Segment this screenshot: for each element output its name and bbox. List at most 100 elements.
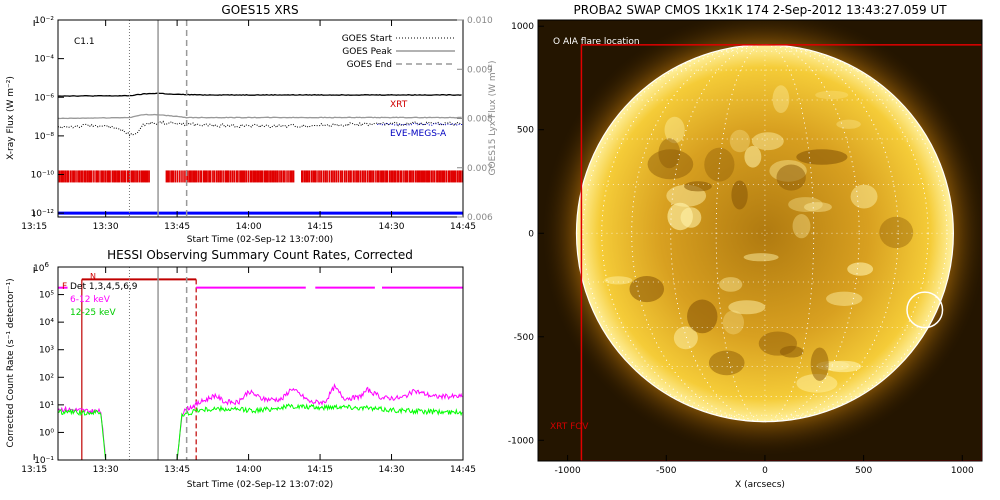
goes-series-line	[58, 113, 462, 120]
hessi-legend-12-25: 12-25 keV	[70, 308, 116, 318]
swap-dark-region	[731, 180, 748, 210]
swap-dark-region	[879, 216, 914, 249]
goes-panel: GOES15 XRS 13:15 13:30 13:45 14:00 14:15 14:3…	[6, 3, 498, 245]
goes-ytick-right-label: 0.007	[467, 164, 493, 174]
hessi-flag-n: N	[90, 272, 96, 281]
hessi-plot-area	[58, 267, 463, 460]
hessi-title: HESSI Observing Summary Count Rates, Cor…	[107, 248, 413, 262]
swap-panel: PROBA2 SWAP CMOS 1Kx1K 174 2-Sep-2012 13…	[508, 3, 983, 490]
swap-xlabel: X (arcsecs)	[735, 480, 785, 490]
goes-xlabel: Start Time (02-Sep-12 13:07:00)	[187, 235, 333, 245]
hessi-flag-f: F	[62, 282, 67, 292]
swap-active-region	[604, 276, 633, 285]
swap-dark-region	[687, 299, 718, 334]
swap-dark-region	[776, 164, 806, 191]
hessi-xtick-label: 13:30	[93, 465, 119, 475]
hessi-ytick-label: 10⁴	[39, 318, 54, 328]
swap-image	[538, 20, 982, 461]
swap-active-region	[667, 202, 693, 231]
swap-active-region	[744, 145, 762, 168]
hessi-series-line	[58, 383, 463, 460]
swap-axes: -1000 -500 0 500 1000 1000 500 0 -500 -1000	[508, 22, 974, 476]
swap-dark-region	[629, 276, 665, 303]
goes-ytick-label: 10⁻⁶	[34, 93, 54, 103]
swap-frame	[537, 19, 983, 462]
goes-xtick-label: 13:15	[21, 222, 47, 232]
goes-xtick-label: 14:00	[236, 222, 262, 232]
swap-active-region	[743, 253, 779, 262]
goes-ytick-label: 10⁻⁴	[34, 55, 54, 65]
swap-active-region	[792, 214, 811, 239]
swap-dark-region	[810, 347, 829, 381]
hessi-series-line	[58, 403, 463, 460]
swap-xtick-label: 1000	[951, 466, 974, 476]
swap-active-region	[673, 326, 698, 350]
goes-xtick-label: 14:45	[450, 222, 476, 232]
swap-active-region	[722, 310, 745, 335]
hessi-axes: 13:15 13:30 13:45 14:00 14:15 14:30 14:45 10⁵ 10…	[21, 267, 476, 475]
swap-longitude-line	[582, 44, 948, 423]
swap-title: PROBA2 SWAP CMOS 1Kx1K 174 2-Sep-2012 13…	[573, 3, 947, 17]
goes-xtick-label: 14:30	[379, 222, 405, 232]
swap-longitude-line	[601, 44, 929, 423]
swap-longitude-line	[715, 44, 815, 423]
goes-axes: 13:15 13:30 13:45 14:00 14:15 14:30 14:45 10⁻² 1…	[21, 16, 493, 232]
goes-frame	[57, 19, 464, 218]
hessi-ytick-label: 10²	[39, 373, 54, 383]
swap-longitude-line	[670, 44, 860, 423]
hessi-frame	[57, 266, 464, 461]
swap-aia-label: O AIA flare location	[553, 37, 640, 47]
goes-legend-end: GOES End	[347, 60, 392, 70]
goes-ytick-right-label: 0.009	[467, 65, 493, 75]
swap-dark-region	[758, 331, 798, 356]
swap-ytick-label: 0	[528, 229, 534, 239]
goes-series-line	[58, 92, 462, 97]
swap-dark-region	[684, 181, 712, 192]
swap-active-region	[847, 262, 874, 276]
goes-legend-start: GOES Start	[342, 34, 393, 44]
hessi-xtick-label: 14:00	[236, 465, 262, 475]
goes-ytick-label: 10⁻¹²	[31, 209, 55, 219]
goes-plot-area	[58, 20, 463, 217]
hessi-ytick-label: 10³	[39, 346, 54, 356]
hessi-xtick-label: 14:45	[450, 465, 476, 475]
swap-dark-region	[647, 149, 694, 180]
swap-active-region	[804, 202, 832, 213]
goes-legend: GOES Start GOES Peak GOES End	[342, 34, 455, 70]
swap-solar-disk	[576, 44, 954, 422]
goes-title: GOES15 XRS	[221, 3, 298, 17]
swap-ytick-label: 1000	[511, 22, 534, 32]
goes-eve-label: EVE-MEGS-A	[390, 129, 447, 139]
hessi-ytick-label: 10⁵	[39, 291, 54, 301]
goes-eve-line	[377, 122, 463, 126]
swap-active-region	[836, 119, 861, 129]
swap-active-region	[772, 85, 790, 114]
hessi-xtick-label: 13:45	[164, 465, 190, 475]
swap-ytick-label: 500	[517, 126, 534, 136]
swap-active-region	[751, 132, 784, 151]
swap-active-region	[729, 129, 750, 153]
swap-xrt-fov	[580, 44, 982, 461]
swap-xrt-label: XRT FOV	[550, 422, 589, 432]
swap-dark-region	[796, 149, 848, 165]
swap-image-content	[542, 20, 982, 461]
swap-active-region	[826, 291, 863, 306]
goes-flare-class: C1.1	[74, 37, 95, 47]
hessi-ytick-label: 10⁻¹	[34, 456, 54, 466]
hessi-xtick-label: 13:15	[21, 465, 47, 475]
goes-xtick-label: 13:30	[93, 222, 119, 232]
hessi-xlabel: Start Time (02-Sep-12 13:07:02)	[187, 480, 333, 490]
goes-xrt-label: XRT	[390, 100, 408, 110]
swap-dark-region	[704, 147, 735, 182]
swap-ytick-label: -1000	[508, 436, 534, 446]
goes-ytick-label: 10⁻²	[34, 16, 54, 26]
hessi-legend-det: Det 1,3,4,5,6,9	[70, 282, 138, 292]
swap-active-region	[850, 184, 878, 209]
swap-active-region	[788, 197, 823, 212]
hessi-panel: HESSI Observing Summary Count Rates, Cor…	[6, 248, 476, 490]
goes-xtick-label: 13:45	[164, 222, 190, 232]
swap-active-region	[815, 90, 849, 100]
goes-ytick-label: 10⁻⁸	[34, 132, 54, 142]
hessi-ytick-label: 10⁰	[39, 428, 54, 438]
